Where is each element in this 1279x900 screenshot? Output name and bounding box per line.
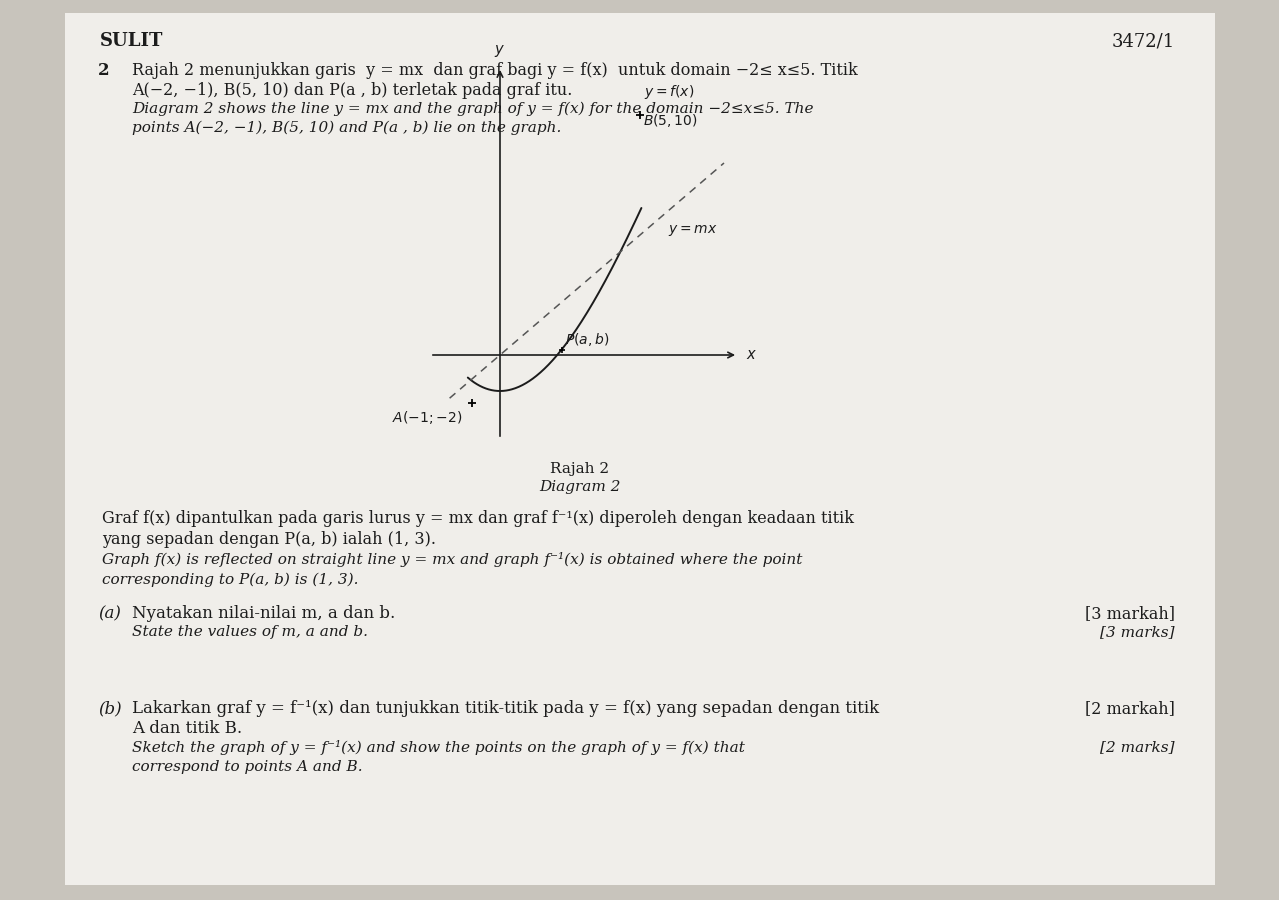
Text: Sketch the graph of y = f⁻¹(x) and show the points on the graph of y = f(x) that: Sketch the graph of y = f⁻¹(x) and show …	[132, 740, 744, 755]
Text: A dan titik B.: A dan titik B.	[132, 720, 242, 737]
Text: SULIT: SULIT	[100, 32, 164, 50]
Text: Diagram 2: Diagram 2	[540, 480, 620, 494]
Text: corresponding to P(a, b) is (1, 3).: corresponding to P(a, b) is (1, 3).	[102, 573, 358, 588]
Text: Graf f(x) dipantulkan pada garis lurus y = mx dan graf f⁻¹(x) diperoleh dengan k: Graf f(x) dipantulkan pada garis lurus y…	[102, 510, 854, 527]
Text: State the values of m, a and b.: State the values of m, a and b.	[132, 625, 368, 639]
Text: points A(−2, −1), B(5, 10) and P(a , b) lie on the graph.: points A(−2, −1), B(5, 10) and P(a , b) …	[132, 121, 561, 135]
Text: Rajah 2 menunjukkan garis  y = mx  dan graf bagi y = f(x)  untuk domain −2≤ x≤5.: Rajah 2 menunjukkan garis y = mx dan gra…	[132, 62, 858, 79]
Text: 2: 2	[98, 62, 110, 79]
Text: Graph f(x) is reflected on straight line y = mx and graph f⁻¹(x) is obtained whe: Graph f(x) is reflected on straight line…	[102, 552, 802, 567]
Text: [2 marks]: [2 marks]	[1100, 740, 1175, 754]
Text: Lakarkan graf y = f⁻¹(x) dan tunjukkan titik-titik pada y = f(x) yang sepadan de: Lakarkan graf y = f⁻¹(x) dan tunjukkan t…	[132, 700, 879, 717]
Text: Nyatakan nilai-nilai m, a dan b.: Nyatakan nilai-nilai m, a dan b.	[132, 605, 395, 622]
Text: $P(a, b)$: $P(a, b)$	[564, 330, 609, 347]
Text: yang sepadan dengan P(a, b) ialah (1, 3).: yang sepadan dengan P(a, b) ialah (1, 3)…	[102, 531, 436, 548]
Text: 3472/1: 3472/1	[1111, 32, 1175, 50]
Text: $y = f(x)$: $y = f(x)$	[645, 83, 694, 101]
Text: $B(5, 10)$: $B(5, 10)$	[643, 112, 698, 129]
Text: [2 markah]: [2 markah]	[1085, 700, 1175, 717]
Text: correspond to points A and B.: correspond to points A and B.	[132, 760, 363, 774]
FancyBboxPatch shape	[65, 13, 1215, 885]
Text: $y = mx$: $y = mx$	[668, 222, 718, 238]
Text: (a): (a)	[98, 605, 122, 622]
Text: $x$: $x$	[746, 348, 757, 362]
Text: [3 marks]: [3 marks]	[1100, 625, 1175, 639]
Text: (b): (b)	[98, 700, 122, 717]
Text: Diagram 2 shows the line y = mx and the graph of y = f(x) for the domain −2≤x≤5.: Diagram 2 shows the line y = mx and the …	[132, 102, 813, 116]
Text: [3 markah]: [3 markah]	[1085, 605, 1175, 622]
Text: $A(-1;\!-\!2)$: $A(-1;\!-\!2)$	[391, 409, 463, 426]
Text: Rajah 2: Rajah 2	[550, 462, 610, 476]
Text: $y$: $y$	[495, 43, 505, 59]
Text: A(−2, −1), B(5, 10) dan P(a , b) terletak pada graf itu.: A(−2, −1), B(5, 10) dan P(a , b) terleta…	[132, 82, 573, 99]
